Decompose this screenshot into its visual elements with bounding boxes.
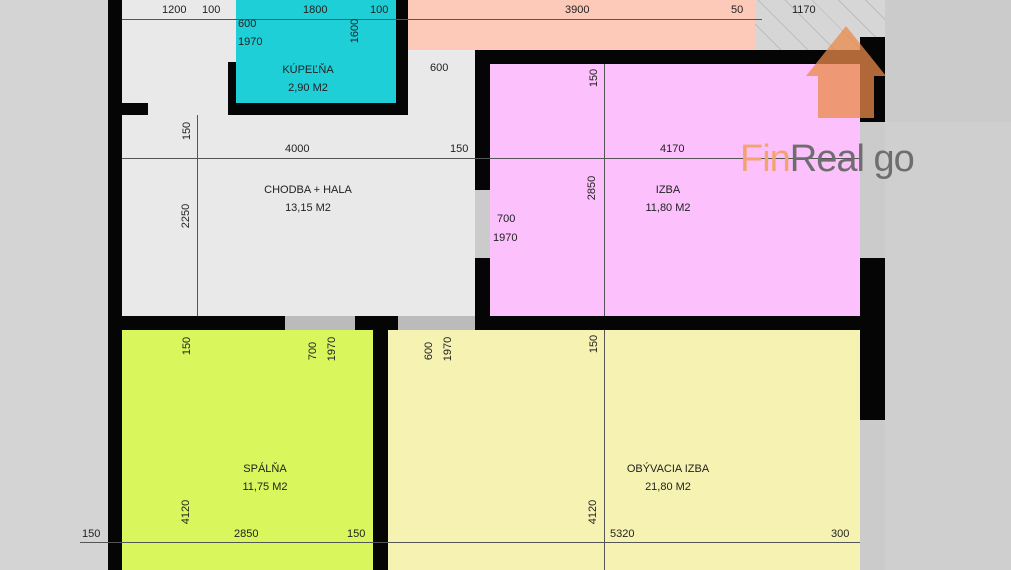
door-opening bbox=[285, 316, 355, 330]
dim: 1600 bbox=[349, 18, 362, 44]
wall bbox=[860, 258, 885, 420]
right-outer-strip bbox=[885, 122, 1011, 570]
dim: 4000 bbox=[285, 143, 310, 155]
bathroom-room bbox=[236, 0, 396, 103]
wall bbox=[108, 316, 285, 330]
dim: 1970 bbox=[442, 336, 455, 362]
bedroom-room bbox=[122, 330, 373, 570]
dimension-line bbox=[197, 115, 198, 316]
dim: 1800 bbox=[303, 4, 328, 16]
dim: 300 bbox=[831, 528, 850, 540]
outer-left-strip bbox=[0, 0, 108, 570]
room-label-hall: CHODBA + HALA 13,15 M2 bbox=[264, 184, 352, 214]
room-label-bathroom: KÚPEĽŇA 2,90 M2 bbox=[282, 64, 334, 94]
dimension-line bbox=[80, 542, 860, 543]
dim: 100 bbox=[370, 4, 389, 16]
wall bbox=[475, 50, 490, 190]
dim: 600 bbox=[423, 341, 436, 361]
dim: 2250 bbox=[180, 203, 193, 229]
dim: 4170 bbox=[660, 143, 685, 155]
dim: 150 bbox=[588, 68, 601, 88]
watermark-logo: FinReal go bbox=[740, 138, 915, 180]
dim: 50 bbox=[731, 4, 744, 16]
dimension-line bbox=[604, 330, 605, 570]
dim: 2850 bbox=[234, 528, 259, 540]
wall bbox=[228, 103, 408, 115]
dim: 150 bbox=[181, 336, 194, 356]
dim: 150 bbox=[588, 334, 601, 354]
dim: 700 bbox=[497, 213, 516, 225]
terrace-area bbox=[408, 0, 755, 50]
wall bbox=[475, 258, 490, 330]
dim: 100 bbox=[202, 4, 221, 16]
dim: 1200 bbox=[162, 4, 187, 16]
dim: 150 bbox=[181, 121, 194, 141]
dim: 4120 bbox=[587, 499, 600, 525]
dimension-line bbox=[604, 64, 605, 316]
wall bbox=[396, 0, 408, 115]
wall bbox=[108, 0, 122, 570]
dim: 3900 bbox=[565, 4, 590, 16]
wall bbox=[475, 50, 860, 64]
dimension-line bbox=[122, 158, 860, 159]
dim: 600 bbox=[238, 18, 257, 30]
living-room bbox=[388, 330, 860, 570]
wall bbox=[373, 330, 388, 570]
wall bbox=[475, 316, 885, 330]
wall bbox=[122, 103, 148, 115]
room-label-bedroom: SPÁLŇA 11,75 M2 bbox=[242, 463, 288, 493]
wall bbox=[228, 62, 236, 115]
dim: 1970 bbox=[493, 232, 518, 244]
izba-room bbox=[490, 64, 860, 316]
dim: 2850 bbox=[586, 175, 599, 201]
wall bbox=[355, 316, 398, 330]
dim: 600 bbox=[430, 62, 449, 74]
dim: 5320 bbox=[610, 528, 635, 540]
door-opening bbox=[398, 316, 475, 330]
room-label-izba: IZBA 11,80 M2 bbox=[645, 184, 691, 214]
dim: 1170 bbox=[792, 4, 816, 16]
dim: 1970 bbox=[238, 36, 263, 48]
dim: 700 bbox=[307, 341, 320, 361]
dim: 150 bbox=[82, 528, 101, 540]
dim: 1970 bbox=[326, 336, 339, 362]
dim: 150 bbox=[347, 528, 366, 540]
dim: 150 bbox=[450, 143, 469, 155]
dim: 4120 bbox=[180, 499, 193, 525]
dimension-line bbox=[122, 19, 762, 20]
house-logo-icon bbox=[806, 26, 886, 118]
room-label-living: OBÝVACIA IZBA 21,80 M2 bbox=[626, 463, 710, 493]
